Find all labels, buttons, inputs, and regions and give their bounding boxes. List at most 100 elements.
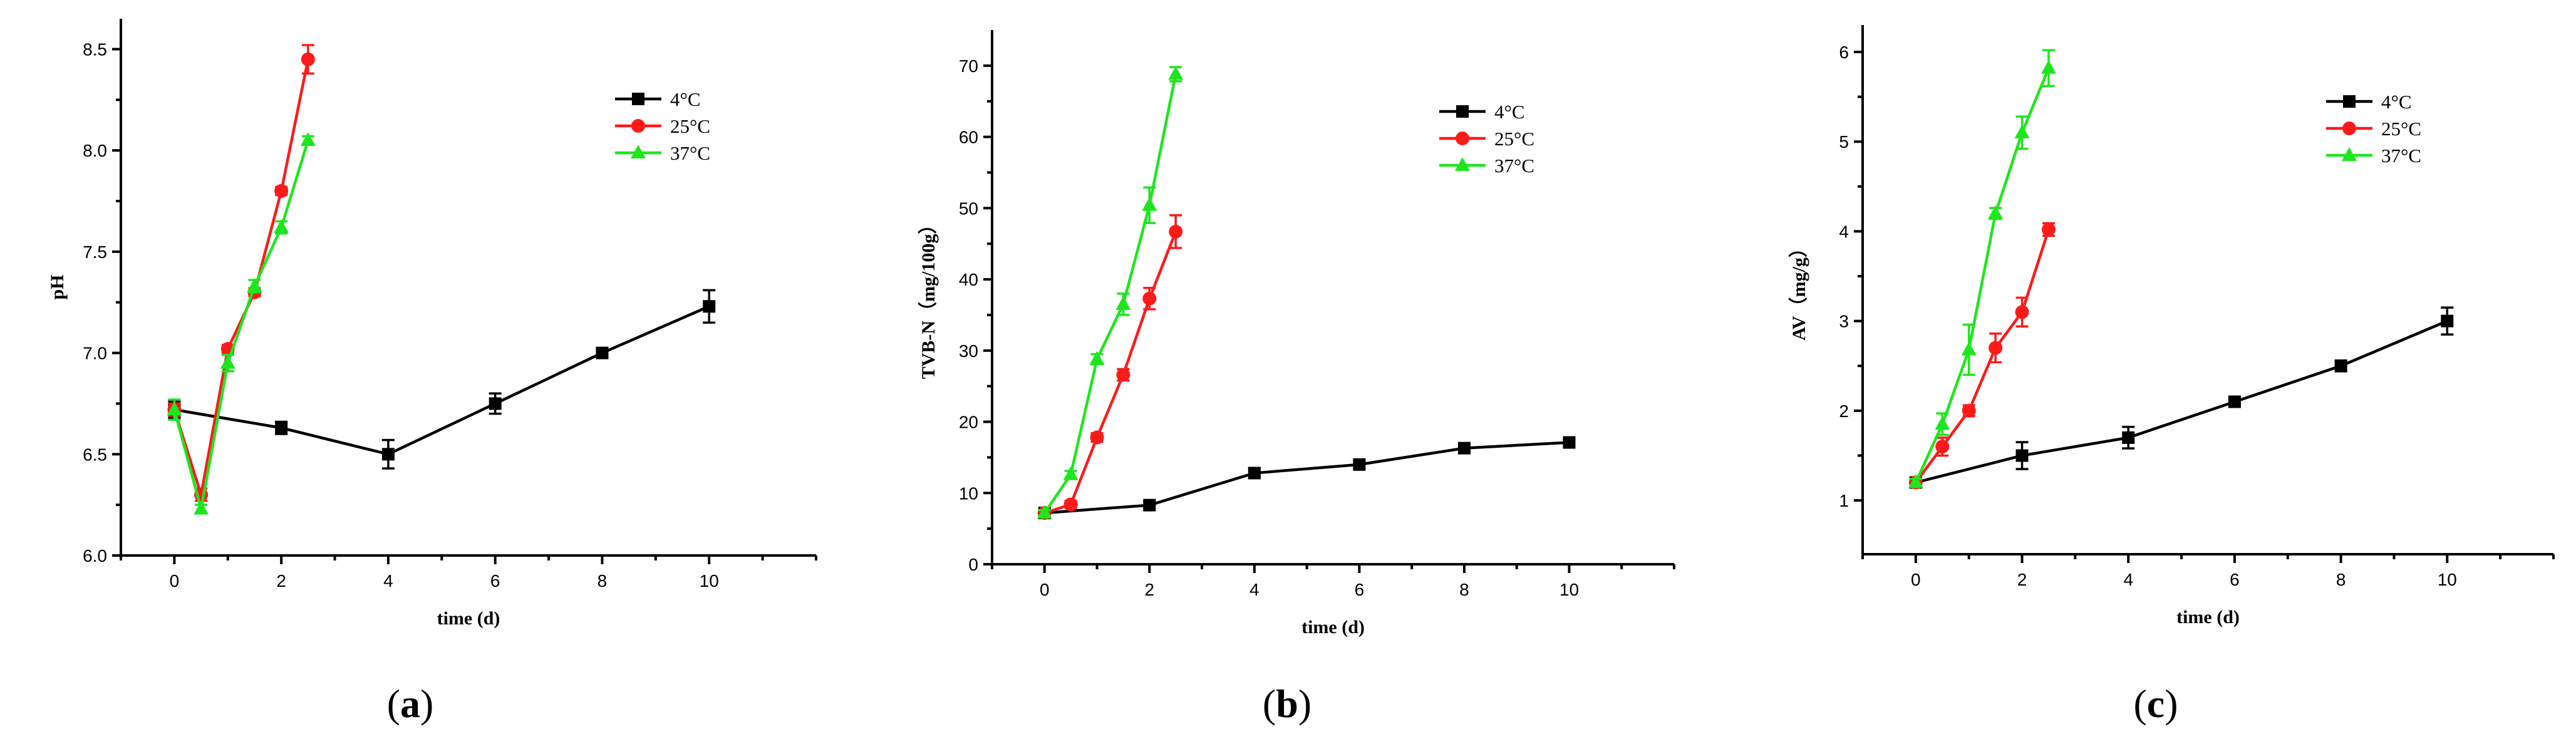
x-axis-title: time (d) [2176,607,2240,628]
y-tick-label: 4 [1839,222,1849,241]
y-tick-label: 30 [959,341,978,361]
square-marker [1353,458,1366,471]
series-4C [1909,306,2454,489]
x-tick-label: 10 [1560,580,1579,599]
x-tick-label: 0 [1040,580,1050,599]
x-tick-label: 10 [700,571,719,591]
triangle-marker [1142,197,1157,211]
legend-triangle-marker [1455,157,1470,171]
y-tick-label: 3 [1839,312,1849,331]
triangle-marker [1935,416,1950,430]
x-tick-label: 4 [383,571,393,591]
series-line [1915,229,2051,483]
circle-marker [274,183,289,198]
square-marker [1143,498,1156,512]
x-tick-label: 2 [276,571,286,591]
series-line [1915,319,2448,484]
x-tick-label: 4 [1249,580,1260,599]
circle-marker [1935,440,1950,454]
y-tick-label: 7.0 [83,344,107,363]
legend-label: 4°C [670,88,701,110]
series-25C [167,44,315,502]
y-tick-label: 7.5 [83,242,107,262]
legend-label: 25°C [2381,118,2421,140]
legend-triangle-marker [2342,147,2357,161]
x-tick-label: 6 [490,571,500,591]
legend-circle-marker [631,119,645,133]
legend-label: 37°C [670,142,710,164]
legend-triangle-marker [631,145,646,158]
triangle-marker [1037,505,1052,519]
legend-circle-marker [1456,132,1469,145]
series-4C [168,289,716,470]
panel-label: (a) [387,681,434,726]
x-tick-label: 8 [597,571,608,591]
legend-square-marker [632,93,644,105]
square-marker [2228,395,2241,408]
triangle-marker [1168,66,1184,80]
x-tick-label: 2 [1145,580,1155,599]
series-line [174,305,710,456]
y-tick-label: 5 [1839,132,1849,152]
legend: 4°C 25°C 37°C [1439,101,1534,177]
legend-label: 4°C [1494,101,1525,123]
square-marker [703,300,716,313]
circle-marker [1063,497,1078,512]
y-tick-label: 2 [1839,401,1849,421]
x-tick-label: 0 [1911,570,1921,589]
square-marker [2334,359,2347,373]
x-tick-label: 2 [2017,570,2027,589]
triangle-marker [300,132,316,147]
panel-a: 0 2 4 6 8 10 6.0 6.5 7.0 7.5 8.0 8.5 time (d) pH 4°C 25… [47,19,817,726]
triangle-marker [2014,124,2030,138]
square-marker [596,346,609,359]
legend-item: 37°C [2326,145,2421,167]
triangle-marker [1063,466,1079,480]
circle-marker [1962,403,1976,418]
circle-marker [1169,224,1183,239]
y-tick-label: 1 [1839,491,1849,510]
triangle-marker [1988,205,2004,219]
legend-label: 4°C [2381,91,2412,113]
legend: 4°C 25°C 37°C [615,88,710,164]
series-line [173,140,309,510]
square-marker [1563,436,1576,449]
panel-label: (b) [1263,681,1311,726]
legend-item: 4°C [1439,101,1525,123]
legend-circle-marker [2342,121,2356,135]
square-marker [2441,314,2454,328]
y-tick-label: 70 [959,56,978,76]
series-37C [1908,49,2056,488]
legend-label: 37°C [1494,155,1534,177]
legend-item: 37°C [1439,155,1534,177]
legend: 4°C 25°C 37°C [2326,91,2421,167]
legend-item: 37°C [615,142,710,164]
circle-marker [1116,368,1130,382]
circle-marker [2041,222,2056,237]
triangle-marker [1115,296,1131,310]
legend-label: 25°C [1494,128,1534,150]
circle-marker [301,52,315,66]
triangle-marker [194,500,209,515]
series-25C [1037,214,1183,520]
legend-label: 25°C [670,115,710,137]
y-tick-label: 40 [959,270,978,289]
square-marker [489,397,502,410]
y-tick-label: 6.0 [83,546,107,566]
series-4C [1038,436,1576,520]
circle-marker [2015,305,2029,319]
y-tick-label: 8.5 [83,40,107,59]
square-marker [381,448,395,461]
legend-item: 25°C [615,115,710,137]
circle-marker [1142,291,1157,306]
legend-square-marker [2343,95,2356,108]
square-marker [1457,442,1471,455]
y-tick-label: 60 [959,128,978,147]
legend-item: 4°C [2326,91,2412,113]
x-tick-label: 10 [2438,570,2457,589]
legend-item: 25°C [2326,118,2421,140]
series-line [1914,67,2051,483]
triangle-marker [220,354,235,369]
